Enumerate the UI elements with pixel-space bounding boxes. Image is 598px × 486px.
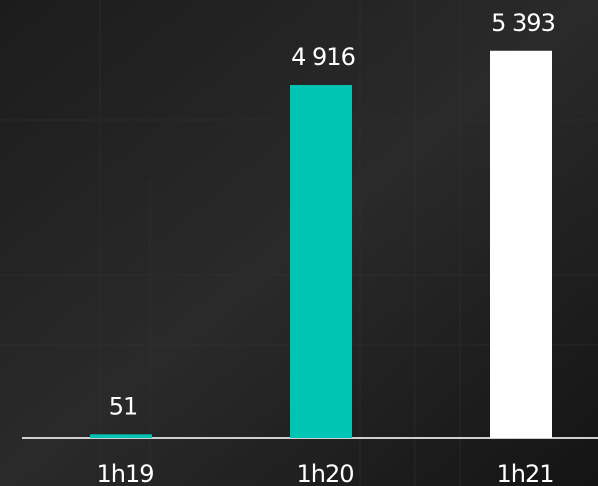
bar xyxy=(490,50,552,438)
bar xyxy=(90,434,152,438)
x-tick-label: 1h21 xyxy=(496,460,553,486)
bar xyxy=(290,85,352,439)
value-label: 51 xyxy=(109,392,138,420)
value-label: 4 916 xyxy=(291,43,355,71)
x-tick-label: 1h20 xyxy=(296,460,353,486)
value-label: 5 393 xyxy=(491,9,555,37)
x-tick-label: 1h19 xyxy=(96,460,153,486)
